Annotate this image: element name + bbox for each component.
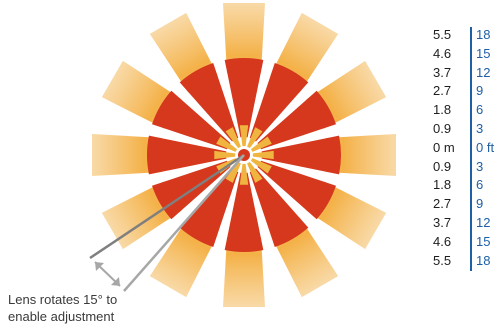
scale-meters: 4.6 [433,233,452,249]
scale-meters: 5.5 [433,27,452,42]
caption-line-1: Lens rotates 15° to [8,292,118,307]
core-sector [146,135,227,175]
outer-beam [223,3,265,73]
outer-beam-shape [92,134,162,176]
scale-divider [470,27,472,271]
scale-meters: 0 m [433,139,455,155]
scale-row: 4.6 15 [418,234,501,250]
center-segment [247,161,263,183]
outer-beam [92,134,162,176]
scale-feet: 9 [476,196,484,212]
scale-feet: 18 [476,27,491,42]
center-segment [250,158,272,174]
outer-beam [223,237,265,307]
lens-ray-left [89,153,245,260]
lens-ray-right [123,154,245,292]
center-segment [225,161,241,183]
scale-feet: 3 [476,121,484,136]
scale-feet: 12 [476,64,491,80]
coverage-pattern [89,3,396,307]
core-sector [257,90,336,150]
scale-feet: 0 ft [476,139,495,155]
core-sector [179,168,239,247]
scale-meters: 1.8 [433,102,452,118]
scale-meters: 3.7 [433,215,452,230]
scale-row: 5.5 18 [418,27,501,43]
scale-row: 2.7 9 [418,196,501,212]
scale-row: 5.5 18 [418,253,501,269]
outer-beam-shape [223,3,265,73]
scale-row: 1.8 6 [418,177,501,193]
center-segment [239,125,249,147]
core-sector [257,160,336,220]
scale-feet: 9 [476,83,484,99]
scale-feet: 3 [476,158,484,174]
angle-arrowhead-top [95,262,104,271]
scale-row: 0.9 3 [418,159,501,175]
center-segment [252,150,274,160]
outer-beam [326,134,396,176]
sensor-center [214,125,274,185]
caption-line-2: enable adjustment [8,309,115,324]
scale-meters: 0.9 [433,121,452,136]
rotation-arrow [89,153,245,292]
scale-meters: 1.8 [433,177,452,193]
scale-meters: 3.7 [433,64,452,80]
scale-feet: 18 [476,252,491,268]
core-sector [249,168,309,247]
scale-feet: 15 [476,45,491,61]
scale-row: 3.7 12 [418,65,501,81]
core-sector [152,90,231,150]
scale-feet: 15 [476,233,491,249]
scale-row: 0.9 3 [418,121,501,137]
scale-meters: 5.5 [433,252,452,268]
scale-row: 4.6 15 [418,46,501,62]
scale-row: 3.7 12 [418,215,501,231]
scale-meters: 4.6 [433,45,452,61]
center-segment [250,136,272,152]
scale-row: 0 m 0 ft [418,140,501,156]
angle-arrowhead-bottom [111,277,120,286]
core-sector [224,57,264,138]
outer-beam-shape [326,134,396,176]
scale-meters: 0.9 [433,158,452,174]
scale-meters: 2.7 [433,196,452,212]
center-segment [247,127,263,149]
center-segment [214,150,236,160]
scale-feet: 6 [476,177,484,193]
center-segment [216,136,238,152]
core-sector [224,172,264,253]
scale-row: 2.7 9 [418,83,501,99]
core-sector [249,63,309,142]
scale-row: 1.8 6 [418,102,501,118]
scale-feet: 6 [476,102,484,118]
outer-beam-shape [223,237,265,307]
center-segment [225,127,241,149]
core-sector [179,63,239,142]
center-segment [239,163,249,185]
scale-meters: 2.7 [433,83,452,99]
scale-feet: 12 [476,215,491,230]
core-sector [261,135,341,175]
coverage-diagram [89,3,396,307]
